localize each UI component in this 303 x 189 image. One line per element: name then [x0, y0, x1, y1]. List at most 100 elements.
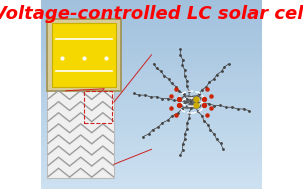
Polygon shape [48, 91, 70, 100]
Bar [41, 156, 262, 158]
Polygon shape [92, 157, 114, 167]
Bar [41, 151, 262, 153]
Polygon shape [48, 102, 70, 111]
Bar [41, 0, 262, 2]
Polygon shape [48, 157, 70, 167]
Bar [41, 144, 262, 146]
Polygon shape [92, 146, 114, 155]
Bar [41, 175, 262, 177]
Bar [41, 142, 262, 144]
Bar [41, 57, 262, 59]
Polygon shape [48, 124, 70, 133]
Bar [41, 64, 262, 66]
Bar [41, 99, 262, 102]
Bar [41, 137, 262, 139]
Bar [41, 45, 262, 47]
Bar [41, 106, 262, 109]
Bar [41, 31, 262, 33]
Polygon shape [70, 91, 92, 100]
Bar [41, 76, 262, 78]
Polygon shape [92, 91, 114, 100]
Bar [41, 158, 262, 161]
Bar [41, 94, 262, 97]
Bar [41, 182, 262, 184]
Bar [41, 97, 262, 99]
Bar [41, 36, 262, 38]
Bar [41, 165, 262, 168]
Bar [41, 80, 262, 83]
Bar [41, 123, 262, 125]
Bar [41, 109, 262, 111]
Bar [41, 121, 262, 123]
Bar [41, 26, 262, 28]
Bar [41, 50, 262, 52]
Bar [41, 132, 262, 135]
Bar [41, 71, 262, 73]
Polygon shape [92, 168, 114, 178]
Bar [41, 125, 262, 128]
Bar [41, 184, 262, 187]
Bar [41, 52, 262, 54]
Polygon shape [92, 113, 114, 122]
Bar [41, 17, 262, 19]
Bar [41, 172, 262, 175]
Bar [41, 116, 262, 118]
Bar [41, 102, 262, 104]
Polygon shape [70, 135, 92, 144]
Bar [41, 113, 262, 116]
Bar [41, 170, 262, 172]
Bar [41, 61, 262, 64]
Bar [41, 28, 262, 31]
Bar [41, 130, 262, 132]
Bar [41, 118, 262, 121]
Bar [41, 12, 262, 14]
Bar [41, 135, 262, 137]
Bar [41, 40, 262, 43]
Bar [41, 187, 262, 189]
Bar [41, 2, 262, 5]
Bar [41, 149, 262, 151]
Bar [41, 33, 262, 36]
Text: Voltage-controlled LC solar cell: Voltage-controlled LC solar cell [0, 5, 303, 23]
Polygon shape [92, 124, 114, 133]
Bar [84, 91, 112, 123]
Bar [41, 111, 262, 113]
Bar [41, 161, 262, 163]
Bar [41, 19, 262, 21]
Bar [41, 163, 262, 165]
Bar [41, 78, 262, 80]
Bar [41, 139, 262, 142]
Bar [41, 73, 262, 76]
Bar [41, 69, 262, 71]
Polygon shape [48, 168, 70, 178]
Polygon shape [70, 157, 92, 167]
Polygon shape [70, 102, 92, 111]
Bar [41, 47, 262, 50]
Bar [41, 14, 262, 17]
Bar [41, 90, 262, 92]
Bar [41, 66, 262, 69]
Polygon shape [70, 113, 92, 122]
Bar [41, 54, 262, 57]
Bar [41, 7, 262, 9]
Bar [41, 104, 262, 106]
Polygon shape [70, 124, 92, 133]
Bar [48, 89, 114, 178]
Bar [41, 5, 262, 7]
Bar [41, 177, 262, 180]
Bar [41, 21, 262, 24]
Bar [41, 24, 262, 26]
Bar [41, 168, 262, 170]
Polygon shape [48, 146, 70, 155]
FancyBboxPatch shape [48, 19, 121, 91]
Bar [41, 180, 262, 182]
Bar [41, 146, 262, 149]
Polygon shape [92, 102, 114, 111]
Bar [41, 43, 262, 45]
Polygon shape [70, 168, 92, 178]
Bar [41, 85, 262, 87]
Bar [41, 153, 262, 156]
Polygon shape [48, 135, 70, 144]
Bar [41, 128, 262, 130]
Bar [41, 9, 262, 12]
